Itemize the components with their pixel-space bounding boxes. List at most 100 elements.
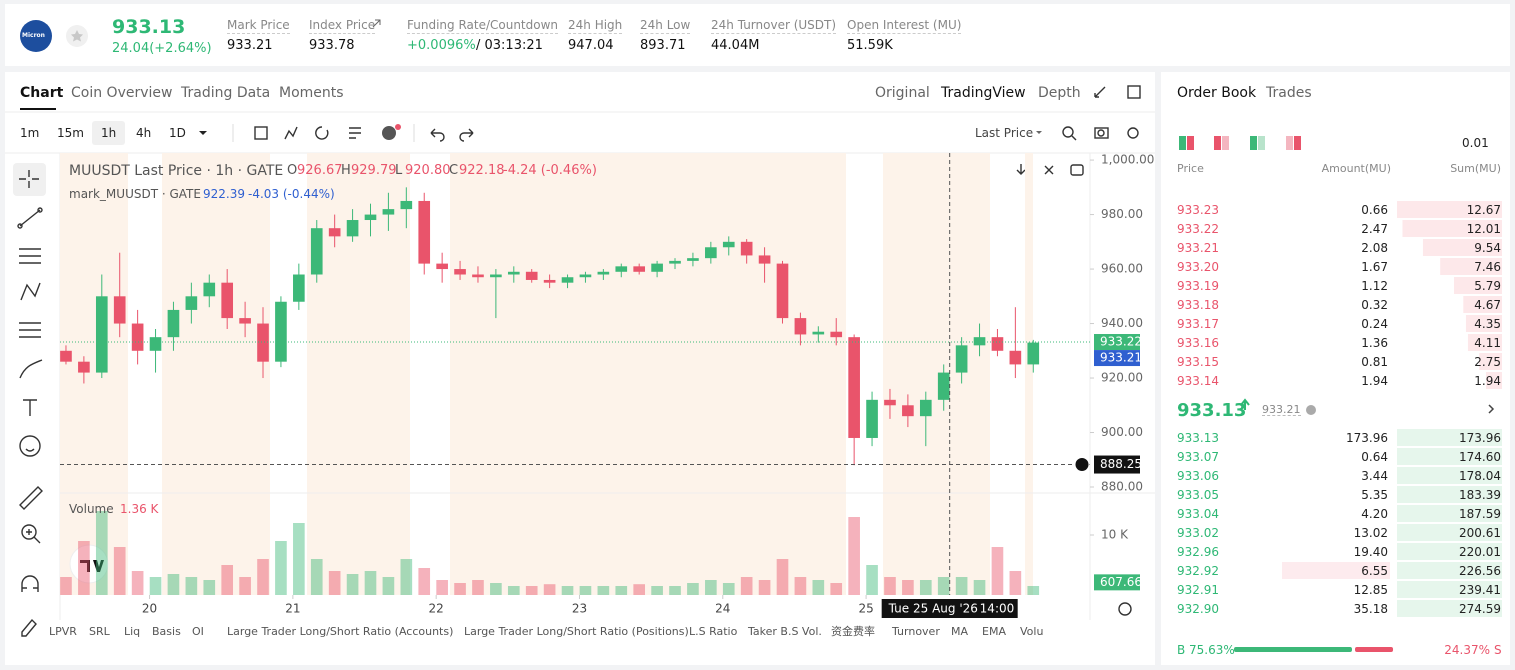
ask-sum: 7.46 (1474, 260, 1501, 274)
candle-body (221, 282, 234, 319)
stat-label: Mark Price (227, 18, 290, 34)
candle-body (937, 372, 950, 400)
chart-tab[interactable]: Moments (279, 85, 344, 101)
ask-sum: 4.67 (1474, 298, 1501, 312)
volume-bar (400, 559, 413, 595)
candle-body (902, 405, 914, 417)
layout-icon (1179, 136, 1186, 150)
bid-sum: 200.61 (1459, 526, 1501, 540)
last-volume-label: 607.66 (1100, 575, 1142, 589)
indicator-button[interactable] (382, 126, 396, 140)
candle-body (633, 266, 646, 272)
bid-row-bg (1397, 562, 1502, 579)
x-tick-label: 20 (142, 602, 157, 616)
candle-body (579, 274, 592, 278)
candle-body (794, 318, 807, 335)
interval[interactable]: 1D (169, 126, 186, 140)
logo-text: Micron (22, 32, 45, 39)
indicator-tab[interactable]: OI (192, 625, 204, 638)
ask-amount: 0.66 (1361, 203, 1388, 217)
candle-body (1027, 342, 1040, 365)
ask-amount: 0.24 (1361, 317, 1388, 331)
indicator-tab[interactable]: L.S Ratio (689, 625, 738, 638)
bid-amount: 0.64 (1361, 450, 1388, 464)
bid-row-bg (1397, 448, 1502, 465)
buy-ratio-bar (1234, 647, 1352, 652)
ask-depth-bar (1422, 239, 1502, 256)
ask-amount: 2.08 (1361, 241, 1388, 255)
sell-pct: 24.37% (1444, 643, 1490, 657)
ohlc-key: L (395, 163, 403, 178)
ask-depth-bar (1397, 201, 1502, 218)
chart-tab[interactable]: Trading Data (181, 85, 271, 101)
volume-bar (60, 577, 72, 595)
candle-body (78, 361, 90, 373)
indicator-tab[interactable]: EMA (982, 625, 1006, 638)
ohlc-key: C (449, 163, 459, 178)
crosshair-price-label: 888.25 (1100, 457, 1142, 471)
ask-depth-bar (1463, 296, 1502, 313)
indicator-tab[interactable]: MA (951, 625, 969, 638)
stat-value: 893.71 (640, 38, 686, 53)
interval[interactable]: 1m (20, 126, 40, 140)
order-book-graphics (1179, 136, 1502, 652)
y-tick-label: 900.00 (1101, 425, 1143, 439)
interval[interactable]: 15m (57, 126, 84, 140)
candle-body (615, 266, 628, 272)
indicator-tab[interactable]: Liq (124, 625, 141, 638)
stat-value: 947.04 (568, 38, 614, 53)
header-panel (5, 4, 1510, 66)
view-tab[interactable]: Depth (1038, 85, 1081, 101)
tool-active[interactable] (13, 163, 46, 196)
stat-label: Funding Rate/Countdown (407, 18, 559, 34)
dropdown-arrow (199, 131, 207, 135)
ask-sum: 5.79 (1474, 279, 1501, 293)
bid-sum: 220.01 (1459, 545, 1501, 559)
interval[interactable]: 4h (136, 126, 152, 140)
indicator-tab[interactable]: Large Trader Long/Short Ratio (Accounts) (227, 625, 454, 638)
volume-bar (1009, 571, 1022, 595)
star-icon (71, 30, 83, 42)
indicator-tab[interactable]: 资金费率 (831, 625, 875, 638)
layout-icon (1286, 136, 1293, 150)
ohlc-value: 920.80 (405, 163, 451, 178)
bid-amount: 13.02 (1353, 526, 1388, 540)
last-price: 933.13 (112, 16, 186, 38)
ob-tab[interactable]: Order Book (1177, 85, 1257, 101)
price-type[interactable]: Last Price (975, 126, 1034, 140)
bid-price: 933.04 (1177, 507, 1219, 521)
indicator-tab[interactable]: Basis (152, 625, 181, 638)
candle-body (525, 271, 538, 280)
ohlc-key: O (287, 163, 298, 178)
layout-icon (1222, 136, 1229, 150)
indicator-tab[interactable]: SRL (89, 625, 110, 638)
volume-bar (884, 577, 896, 595)
bid-sum: 178.04 (1459, 469, 1501, 483)
view-tab[interactable]: Original (875, 85, 930, 101)
indicator-tab[interactable]: Turnover (892, 625, 940, 638)
indicator-dot (395, 124, 401, 130)
volume-legend-value: 1.36 K (120, 502, 159, 516)
volume-bar (221, 565, 234, 595)
precision[interactable]: 0.01 (1462, 136, 1489, 150)
candle-body (113, 296, 126, 324)
indicator-tab[interactable]: Large Trader Long/Short Ratio (Positions… (464, 625, 689, 638)
indicator-tab[interactable]: LPVR (49, 625, 77, 638)
candle-body (131, 323, 144, 351)
price-change: 24.04(+2.64%) (112, 41, 212, 56)
chart-tab[interactable]: Chart (20, 85, 64, 101)
volume-bar (902, 580, 914, 595)
volume-bar (257, 559, 269, 595)
legend-mark-change: -4.03 (-0.44%) (248, 187, 335, 201)
view-tab[interactable]: TradingView (941, 85, 1026, 101)
indicator-tab[interactable]: Taker B.S Vol. (748, 625, 822, 638)
indicator-tab[interactable]: Volu (1020, 625, 1044, 638)
volume-bar (579, 586, 592, 595)
ask-price: 933.19 (1177, 279, 1219, 293)
candle-body (185, 296, 198, 310)
bid-sum: 226.56 (1459, 564, 1501, 578)
buy-label: B (1177, 643, 1186, 657)
ob-tab[interactable]: Trades (1266, 85, 1312, 101)
interval[interactable]: 1h (101, 126, 117, 140)
chart-tab[interactable]: Coin Overview (71, 85, 173, 101)
